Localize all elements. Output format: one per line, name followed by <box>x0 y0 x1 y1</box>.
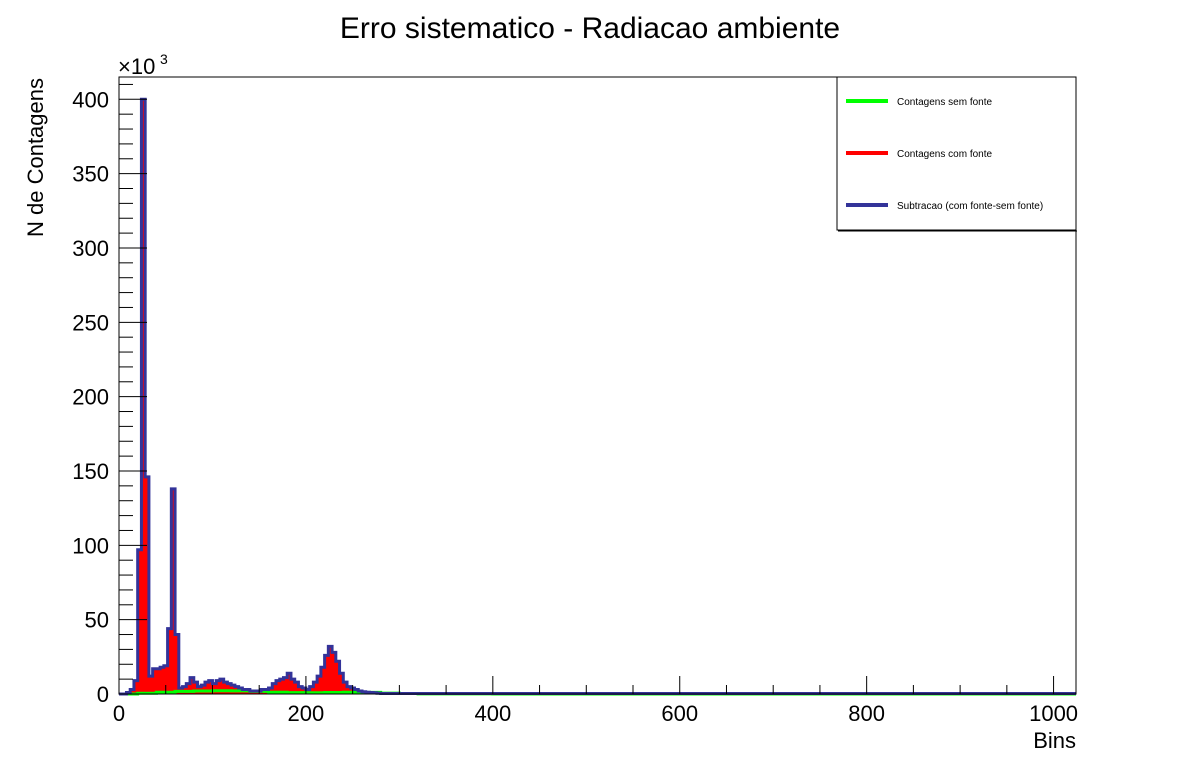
y-axis-label: N de Contagens <box>23 78 48 237</box>
y-tick-label: 400 <box>72 87 109 112</box>
y-tick-label: 0 <box>97 682 109 707</box>
legend: Contagens sem fonte Contagens com fonte Su… <box>836 76 1077 232</box>
x-tick-label: 200 <box>288 701 325 726</box>
x-tick-label: 400 <box>474 701 511 726</box>
y-tick-label: 350 <box>72 162 109 187</box>
y-multiplier-exponent: 3 <box>160 51 168 67</box>
legend-entry-label: Subtracao (com fonte-sem fonte) <box>897 201 1043 212</box>
legend-entry-label: Contagens com fonte <box>897 149 992 160</box>
y-tick-label: 150 <box>72 459 109 484</box>
plot-frame <box>118 76 1077 695</box>
y-tick-label: 250 <box>72 310 109 335</box>
x-tick-label: 600 <box>661 701 698 726</box>
y-tick-label: 100 <box>72 533 109 558</box>
x-tick-label: 800 <box>848 701 885 726</box>
axes: 0 200 400 600 800 1000 0 50 100 150 200 250 300 350 40… <box>72 76 1078 726</box>
x-axis-label: Bins <box>1033 728 1076 753</box>
x-tick-label: 1000 <box>1029 701 1078 726</box>
y-tick-label: 300 <box>72 236 109 261</box>
chart-title: Erro sistematico - Radiacao ambiente <box>340 12 840 45</box>
series-subtracao <box>119 97 1076 696</box>
legend-entry-label: Contagens sem fonte <box>897 97 992 108</box>
x-tick-label: 0 <box>113 701 125 726</box>
y-multiplier-base: ×10 <box>118 54 155 79</box>
y-axis-multiplier: ×10 3 <box>118 51 168 79</box>
y-tick-label: 200 <box>72 385 109 410</box>
y-tick-label: 50 <box>85 608 109 633</box>
